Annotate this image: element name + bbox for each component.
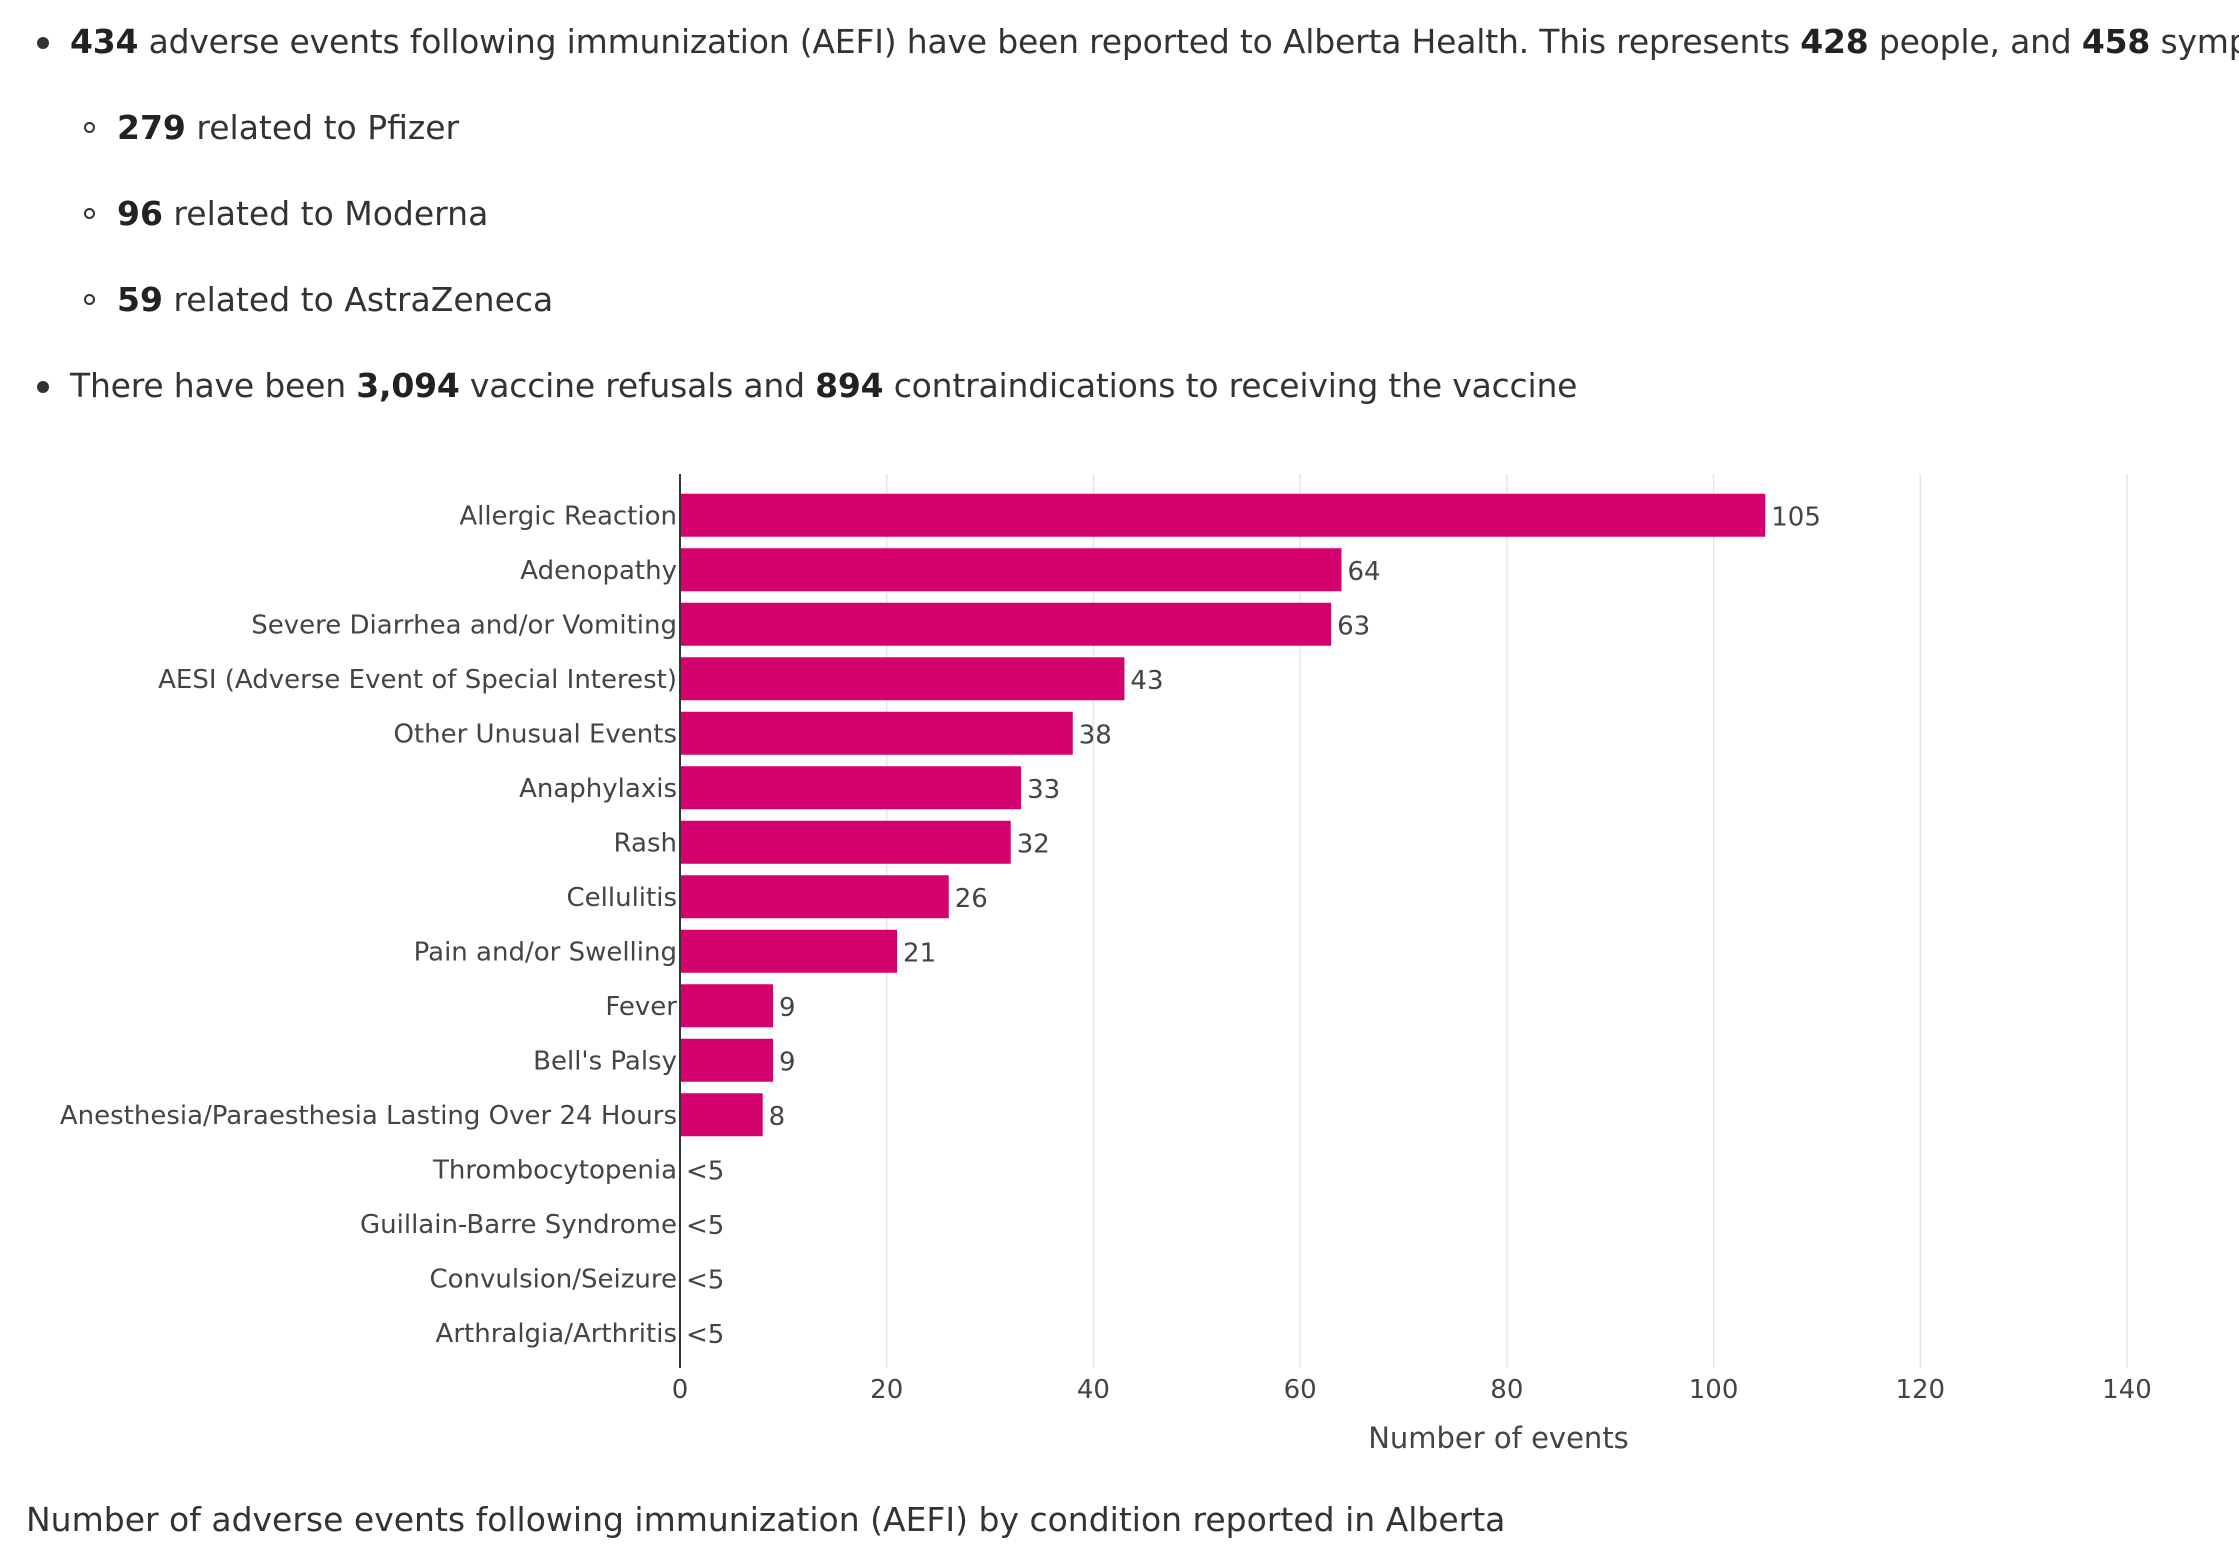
astrazeneca-text: related to AstraZeneca	[162, 280, 554, 319]
data-label: 9	[779, 1047, 796, 1077]
category-label: Other Unusual Events	[393, 719, 677, 749]
category-label: Convulsion/Seizure	[429, 1264, 677, 1294]
x-tick-label: 40	[1077, 1375, 1110, 1405]
data-label: 64	[1347, 557, 1380, 587]
x-tick-label: 120	[1895, 1375, 1945, 1405]
aefi-bar-chart: Allergic Reaction Adenopathy Severe Diarrh…	[60, 474, 2152, 1455]
data-label: <5	[686, 1211, 724, 1241]
category-label: Pain and/or Swelling	[414, 937, 677, 967]
bar	[680, 602, 1332, 646]
pfizer-text: related to Pfizer	[185, 108, 460, 147]
chart-caption: Number of adverse events following immun…	[26, 1500, 1506, 1539]
data-label: 105	[1771, 502, 1821, 532]
bar	[680, 548, 1342, 592]
category-label: Arthralgia/Arthritis	[436, 1319, 677, 1349]
bar	[680, 1093, 763, 1137]
x-tick-label: 0	[672, 1375, 689, 1405]
data-label: 26	[955, 884, 988, 914]
moderna-count: 96	[117, 194, 163, 233]
bar	[680, 657, 1125, 701]
sub-bullet-moderna: 96 related to Moderna	[84, 194, 489, 234]
refusals-text-1: There have been	[70, 366, 357, 405]
data-label: 43	[1130, 666, 1163, 696]
aefi-text-2: people, and	[1868, 22, 2082, 61]
bar	[680, 1038, 774, 1082]
category-label: Severe Diarrhea and/or Vomiting	[251, 610, 677, 640]
aefi-text-1: adverse events following immunization (A…	[138, 22, 1801, 61]
category-label: Guillain-Barre Syndrome	[360, 1210, 677, 1240]
symptoms-count: 458	[2081, 22, 2151, 61]
data-label: 21	[903, 938, 936, 968]
data-label: 32	[1017, 829, 1050, 859]
pfizer-count: 279	[117, 108, 186, 147]
aefi-count: 434	[70, 22, 139, 61]
bar	[680, 929, 898, 973]
category-label: Thrombocytopenia	[432, 1155, 677, 1185]
data-label: 8	[769, 1102, 786, 1132]
refusals-text-3: contraindications to receiving the vacci…	[883, 366, 1578, 405]
category-label: Cellulitis	[567, 883, 678, 913]
data-label: <5	[686, 1265, 724, 1295]
people-count: 428	[1800, 22, 1869, 61]
x-tick-label: 100	[1689, 1375, 1739, 1405]
bullet-dot-icon	[37, 381, 49, 393]
refusals-count: 3,094	[356, 366, 460, 405]
aefi-text-3: symptoms.	[2160, 22, 2239, 61]
category-label: Fever	[605, 992, 677, 1022]
summary-bullet-aefi: 434 adverse events following immunizatio…	[37, 22, 2239, 62]
chart-data-labels: 105 64 63 43 38 33 32 26 21 9 9 8 <5 <5 <5 <5	[686, 502, 1821, 1350]
sub-bullet-circle-icon	[84, 294, 95, 305]
category-label: Bell's Palsy	[533, 1046, 677, 1076]
chart-bars	[680, 493, 1766, 1137]
data-label: 33	[1027, 775, 1060, 805]
sub-bullet-astrazeneca: 59 related to AstraZeneca	[84, 280, 554, 320]
bar	[680, 493, 1766, 537]
contraindications-count: 894	[815, 366, 884, 405]
sub-bullet-pfizer: 279 related to Pfizer	[84, 108, 460, 148]
category-label: AESI (Adverse Event of Special Interest)	[158, 665, 677, 695]
sub-bullet-circle-icon	[84, 208, 95, 219]
bar	[680, 711, 1073, 755]
data-label: 63	[1337, 611, 1370, 641]
x-tick-label: 20	[870, 1375, 903, 1405]
chart-x-axis-title: Number of events	[1368, 1421, 1629, 1455]
moderna-text: related to Moderna	[162, 194, 489, 233]
astrazeneca-count: 59	[117, 280, 163, 319]
data-label: <5	[686, 1320, 724, 1350]
category-label: Rash	[614, 828, 677, 858]
bar	[680, 984, 774, 1028]
sub-bullet-circle-icon	[84, 122, 95, 133]
data-label: <5	[686, 1156, 724, 1186]
x-tick-label: 60	[1284, 1375, 1317, 1405]
category-label: Adenopathy	[520, 556, 677, 586]
bar	[680, 820, 1011, 864]
chart-category-labels: Allergic Reaction Adenopathy Severe Diarrh…	[60, 501, 677, 1349]
bullet-dot-icon	[37, 37, 49, 49]
refusals-text-2: vaccine refusals and	[459, 366, 816, 405]
summary-bullet-refusals: There have been 3,094 vaccine refusals a…	[37, 366, 1578, 406]
category-label: Allergic Reaction	[459, 501, 677, 531]
bar	[680, 875, 949, 919]
bar	[680, 766, 1022, 810]
category-label: Anesthesia/Paraesthesia Lasting Over 24 …	[60, 1101, 677, 1131]
x-tick-label: 80	[1490, 1375, 1523, 1405]
x-tick-label: 140	[2102, 1375, 2152, 1405]
category-label: Anaphylaxis	[519, 774, 677, 804]
data-label: 9	[779, 993, 796, 1023]
data-label: 38	[1079, 720, 1112, 750]
chart-x-ticks: 0 20 40 60 80 100 120 140	[672, 1375, 2152, 1405]
